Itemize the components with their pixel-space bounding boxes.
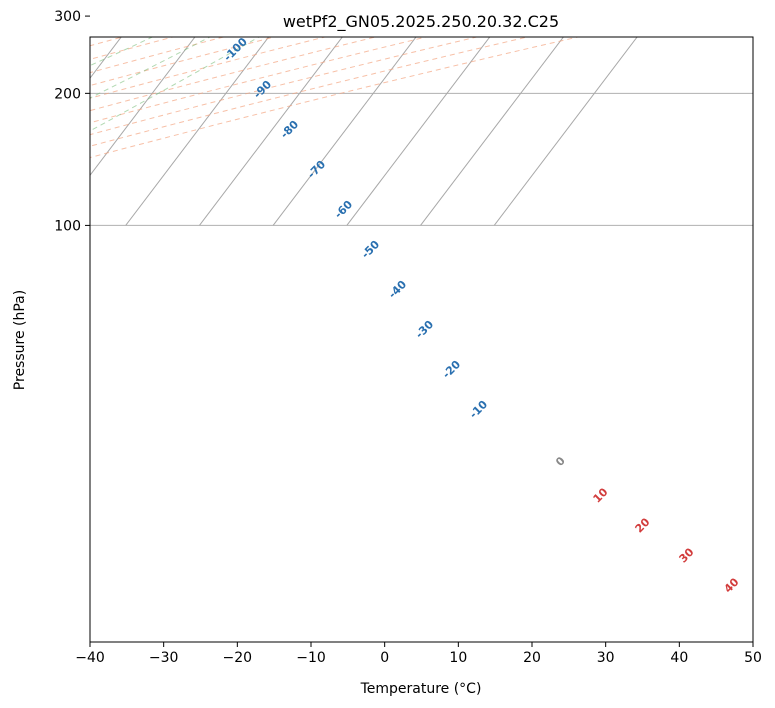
chart-title: wetPf2_GN05.2025.250.20.32.C25 xyxy=(283,12,559,32)
moist-adiabat-lines xyxy=(0,0,628,225)
isotherm-label: -80 xyxy=(278,118,301,141)
dry-adiabat xyxy=(0,0,196,225)
isobar-grid xyxy=(90,92,753,226)
x-axis-ticks: −40 −30 −20 −10 0 10 20 30 40 50 xyxy=(75,642,762,666)
y-tick-label: 100 xyxy=(54,218,81,234)
moist-adiabat xyxy=(0,0,156,225)
dry-adiabat xyxy=(90,37,175,60)
isotherm-line xyxy=(0,0,97,225)
x-axis-label: Temperature (°C) xyxy=(360,681,482,697)
y-tick-label: 300 xyxy=(54,9,81,25)
y-tick-label: 200 xyxy=(54,86,81,102)
x-tick-label: 50 xyxy=(744,650,762,666)
isotherm-line xyxy=(272,37,417,226)
x-tick-label: −20 xyxy=(223,650,253,666)
theta-e-label: 20 xyxy=(633,515,653,535)
dry-adiabat xyxy=(90,37,479,136)
temperature-profile-line xyxy=(0,0,347,225)
x-tick-label: 0 xyxy=(380,650,389,666)
moist-adiabat xyxy=(0,0,510,225)
moist-adiabat xyxy=(90,37,154,67)
isotherm-line xyxy=(0,0,244,225)
dry-adiabat xyxy=(90,37,277,87)
isotherm-line xyxy=(0,0,171,225)
moist-adiabat xyxy=(90,37,260,132)
moist-adiabat xyxy=(0,0,215,225)
dry-adiabat xyxy=(0,0,345,225)
isotherm-line xyxy=(420,37,565,226)
dry-adiabat xyxy=(90,37,581,159)
dry-adiabat xyxy=(0,0,271,225)
isotherm-label: -60 xyxy=(332,198,355,221)
moist-adiabat xyxy=(0,0,539,225)
moist-adiabat xyxy=(0,0,127,225)
y-axis-ticks: 1002003004005006007008009001000 xyxy=(54,9,90,234)
theta-e-label: 30 xyxy=(677,545,697,565)
isotherm-label: -70 xyxy=(305,158,328,181)
isotherm-label: -90 xyxy=(251,78,274,101)
dry-adiabat xyxy=(0,0,775,225)
isotherm-line xyxy=(90,37,196,177)
x-tick-label: −10 xyxy=(296,650,326,666)
x-tick-label: 30 xyxy=(597,650,615,666)
x-tick-label: 20 xyxy=(523,650,541,666)
moist-adiabat xyxy=(0,0,392,225)
overlay-labels: 0.10.20.40.611.52346810131620253036-100-… xyxy=(221,37,742,596)
dry-adiabat xyxy=(0,0,495,225)
dry-adiabat xyxy=(90,37,226,74)
moist-adiabat xyxy=(0,0,362,225)
dry-adiabat xyxy=(0,0,775,225)
moist-adiabat xyxy=(0,0,186,225)
isotherm-line xyxy=(346,37,491,226)
dry-adiabat xyxy=(0,0,644,225)
theta-e-label: 10 xyxy=(591,485,611,505)
dry-adiabat xyxy=(0,0,719,225)
plot-frame xyxy=(89,36,754,643)
dry-adiabat xyxy=(0,0,420,225)
x-tick-label: 10 xyxy=(449,650,467,666)
isotherm-label: -50 xyxy=(359,238,382,261)
moist-adiabat xyxy=(0,0,480,225)
dry-adiabat-lines xyxy=(0,0,775,225)
dry-adiabat xyxy=(90,37,327,99)
y-axis-label: Pressure (hPa) xyxy=(12,290,28,390)
theta-e-label: 0 xyxy=(553,454,568,469)
isotherm-line xyxy=(199,37,343,226)
x-tick-label: 40 xyxy=(670,650,688,666)
moist-adiabat xyxy=(0,0,97,225)
moist-adiabat xyxy=(0,0,245,225)
isotherm-label: -40 xyxy=(386,278,409,301)
isotherm-line xyxy=(493,37,638,226)
dry-adiabat xyxy=(90,37,124,47)
isotherm-line xyxy=(90,37,122,79)
x-tick-label: −30 xyxy=(149,650,179,666)
isotherm-line xyxy=(0,0,23,225)
dry-adiabat xyxy=(0,0,775,225)
moist-adiabat xyxy=(90,37,211,99)
dry-adiabat xyxy=(90,37,429,124)
dry-adiabat xyxy=(0,0,775,225)
theta-e-label: 40 xyxy=(722,575,742,595)
x-tick-label: −40 xyxy=(75,650,105,666)
dewpoint-profile-line xyxy=(0,0,327,225)
dry-adiabat xyxy=(0,0,775,225)
isotherm-label: -20 xyxy=(440,358,463,381)
isotherm-label: -30 xyxy=(413,318,436,341)
moist-adiabat xyxy=(0,0,333,225)
isotherm-lines xyxy=(0,0,638,226)
isotherm-line xyxy=(125,37,270,226)
dry-adiabat xyxy=(90,37,378,112)
moist-adiabat xyxy=(0,0,628,225)
isotherm-label: -10 xyxy=(467,398,490,421)
dry-adiabat xyxy=(90,37,530,147)
dry-adiabat xyxy=(0,0,775,225)
plot-area: 0.10.20.40.611.52346810131620253036-100-… xyxy=(0,0,775,596)
sounding-series xyxy=(0,0,347,225)
